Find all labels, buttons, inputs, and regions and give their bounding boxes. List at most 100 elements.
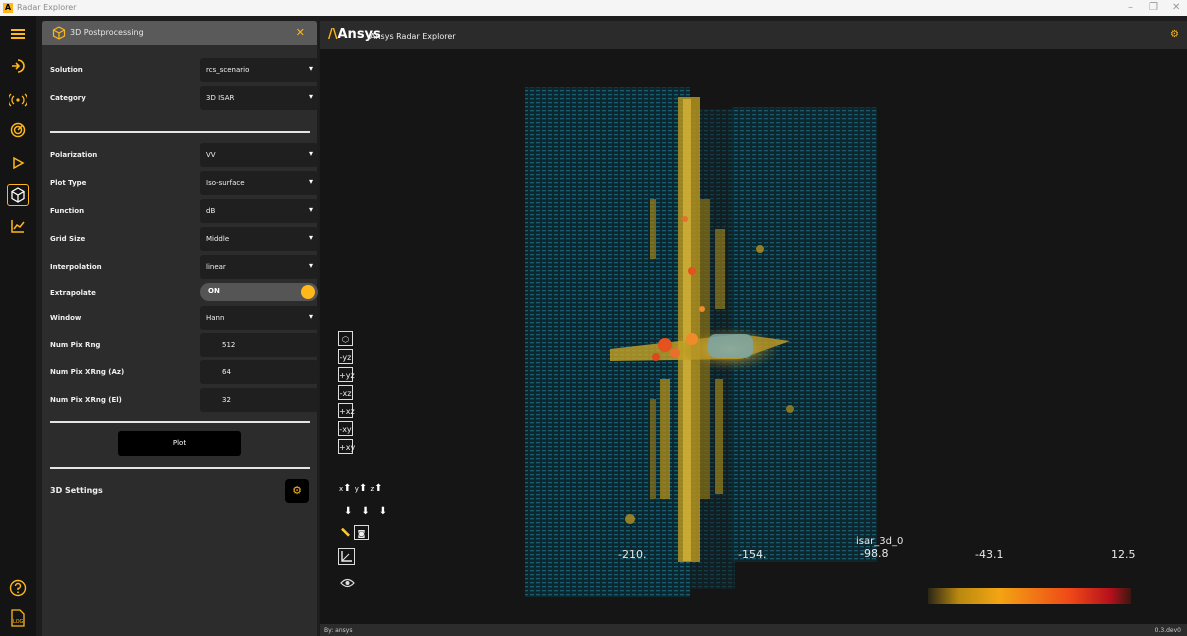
- num-pix-rng-input[interactable]: 512: [200, 333, 318, 357]
- plot-button[interactable]: Plot: [118, 431, 241, 456]
- window-select[interactable]: Hann ▾: [200, 306, 318, 330]
- select-value: 3D ISAR: [206, 94, 235, 102]
- ansys-logo: /\Ansys: [328, 27, 381, 42]
- field-label: Grid Size: [50, 235, 86, 243]
- caret-down-icon: ▾: [308, 177, 313, 186]
- play-icon[interactable]: [8, 153, 28, 173]
- left-rail: LOG: [0, 16, 36, 636]
- gear-icon[interactable]: ⚙: [1170, 29, 1179, 40]
- minimize-button[interactable]: –: [1128, 2, 1133, 13]
- panel-header: 3D Postprocessing ✕: [42, 21, 317, 45]
- caret-down-icon: ▾: [308, 312, 313, 321]
- extrapolate-toggle[interactable]: ON: [200, 283, 318, 301]
- view-plus-yz-button[interactable]: +yz: [338, 367, 355, 382]
- 3d-settings-label: 3D Settings: [50, 486, 103, 495]
- solution-select[interactable]: rcs_scenario ▾: [200, 58, 318, 82]
- field-label: Polarization: [50, 151, 98, 159]
- function-select[interactable]: dB ▾: [200, 199, 318, 223]
- divider: [50, 131, 310, 133]
- status-user: By: ansys: [324, 627, 353, 634]
- field-grid-size: Grid Size Middle ▾: [50, 227, 318, 251]
- field-extrapolate: Extrapolate ON: [50, 281, 318, 305]
- divider: [50, 421, 310, 423]
- colorbar-tick: -154.: [738, 548, 767, 561]
- num-pix-xrng-az-input[interactable]: 64: [200, 360, 318, 384]
- help-icon[interactable]: [8, 578, 28, 598]
- svg-text:LOG: LOG: [13, 619, 24, 625]
- field-label: Extrapolate: [50, 289, 96, 297]
- antenna-icon[interactable]: [8, 90, 28, 110]
- colorbar-tick: -98.8: [860, 547, 889, 560]
- caret-down-icon: ▾: [308, 205, 313, 214]
- num-pix-xrng-el-input[interactable]: 32: [200, 388, 318, 412]
- chart-icon[interactable]: [8, 216, 28, 236]
- colorbar-tick: -210.: [618, 548, 647, 561]
- cube-icon: [52, 26, 66, 40]
- panel-title: 3D Postprocessing: [70, 28, 144, 37]
- field-num-pix-xrng-az: Num Pix XRng (Az) 64: [50, 360, 318, 384]
- category-select[interactable]: 3D ISAR ▾: [200, 86, 318, 110]
- cube-icon[interactable]: [7, 184, 29, 206]
- caret-down-icon: ▾: [308, 261, 313, 270]
- log-icon[interactable]: LOG: [8, 608, 28, 628]
- field-label: Num Pix XRng (Az): [50, 368, 125, 376]
- radar-icon[interactable]: [8, 120, 28, 140]
- title-bar: A Radar Explorer – ❐ ✕: [0, 0, 1187, 16]
- field-solution: Solution rcs_scenario ▾: [50, 58, 318, 82]
- polarization-select[interactable]: VV ▾: [200, 143, 318, 167]
- field-label: Num Pix XRng (El): [50, 396, 122, 404]
- close-window-button[interactable]: ✕: [1172, 2, 1181, 13]
- field-category: Category 3D ISAR ▾: [50, 86, 318, 110]
- view-minus-xy-button[interactable]: -xy: [338, 421, 353, 436]
- menu-icon[interactable]: [8, 24, 28, 44]
- select-value: Middle: [206, 235, 230, 243]
- camera-icon[interactable]: ◙: [354, 525, 369, 540]
- view-minus-yz-button[interactable]: -yz: [338, 349, 353, 364]
- plot-type-select[interactable]: Iso-surface ▾: [200, 171, 318, 195]
- field-interpolation: Interpolation linear ▾: [50, 255, 318, 279]
- field-num-pix-xrng-el: Num Pix XRng (El) 32: [50, 388, 318, 412]
- field-num-pix-rng: Num Pix Rng 512: [50, 333, 318, 357]
- maximize-button[interactable]: ❐: [1149, 2, 1158, 13]
- status-version: 0.3.dev0: [1154, 627, 1181, 634]
- caret-down-icon: ▾: [308, 149, 313, 158]
- select-value: Hann: [206, 314, 225, 322]
- window-title: Radar Explorer: [17, 3, 77, 12]
- field-polarization: Polarization VV ▾: [50, 143, 318, 167]
- grid-size-select[interactable]: Middle ▾: [200, 227, 318, 251]
- gear-icon[interactable]: ⚙: [285, 479, 309, 503]
- axis-down-arrows[interactable]: ⬇⬇⬇: [344, 506, 397, 517]
- 3d-scene[interactable]: ⬡ -yz +yz -xz +xz -xy +xy x⬆ y⬆ z⬆ ⬇⬇⬇ 📏…: [320, 49, 1187, 626]
- app-logo-icon: A: [3, 3, 13, 13]
- interpolation-select[interactable]: linear ▾: [200, 255, 318, 279]
- view-plus-xz-button[interactable]: +xz: [338, 403, 355, 418]
- view-plus-xy-button[interactable]: +xy: [338, 439, 355, 454]
- axis-y-label: y: [354, 485, 359, 493]
- axis-up-arrows[interactable]: x⬆ y⬆ z⬆: [339, 483, 383, 494]
- close-icon[interactable]: ✕: [295, 26, 305, 39]
- postprocessing-panel: 3D Postprocessing ✕ Solution rcs_scenari…: [42, 21, 318, 636]
- caret-down-icon: ▾: [308, 233, 313, 242]
- toggle-value: ON: [208, 287, 220, 295]
- view-minus-xz-button[interactable]: -xz: [338, 385, 353, 400]
- eye-icon[interactable]: [340, 577, 355, 592]
- select-value: rcs_scenario: [206, 66, 250, 74]
- field-label: Window: [50, 314, 82, 322]
- colorbar: [928, 588, 1131, 604]
- divider: [50, 467, 310, 469]
- input-icon[interactable]: [8, 56, 28, 76]
- field-window: Window Hann ▾: [50, 306, 318, 330]
- axis-x-label: x: [339, 485, 344, 493]
- field-label: Solution: [50, 66, 83, 74]
- viewer: /\Ansys Ansys Radar Explorer ⚙: [320, 21, 1187, 636]
- isometric-view-button[interactable]: ⬡: [338, 331, 353, 346]
- input-value: 512: [222, 341, 236, 349]
- colorbar-tick: 12.5: [1111, 548, 1136, 561]
- field-label: Function: [50, 207, 85, 215]
- ruler-icon[interactable]: 📏: [340, 528, 351, 537]
- colorbar-tick: -43.1: [975, 548, 1004, 561]
- field-label: Category: [50, 94, 86, 102]
- viewer-title: Ansys Radar Explorer: [370, 32, 456, 41]
- axes-toggle-icon[interactable]: [338, 548, 355, 565]
- select-value: Iso-surface: [206, 179, 245, 187]
